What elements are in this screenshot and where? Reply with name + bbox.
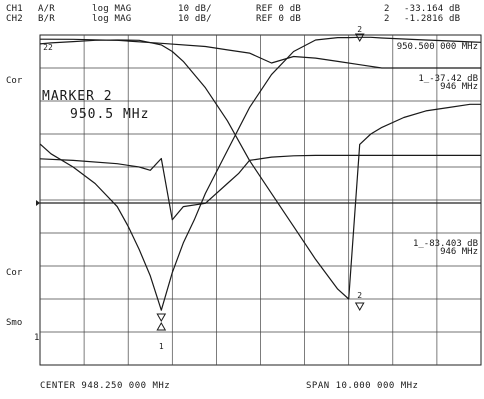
marker2-top-number: 2 (357, 25, 362, 34)
trace-ch2-2 (39, 154, 481, 221)
smo-label: Smo (6, 318, 23, 328)
ch1-format: log MAG (92, 4, 132, 14)
ch1-marker-num: 2 (384, 4, 390, 14)
reference-arrow (36, 200, 40, 206)
ch2-scale: 10 dB/ (178, 14, 212, 24)
marker1-ch1-value: 1_-83.403 dB (412, 239, 478, 249)
ch2-ref: REF 0 dB (256, 14, 301, 24)
ch1-param: A/R (38, 4, 55, 14)
marker-frequency: 950.5 MHz (70, 107, 150, 122)
ch1-marker-value: -33.164 dB (404, 4, 461, 14)
cor-label-bottom: Cor (6, 268, 23, 278)
trace-ch1-3 (39, 38, 481, 69)
ch2-marker-num: 2 (384, 14, 390, 24)
trace-ch1-0 (39, 36, 482, 311)
ch2-format: log MAG (92, 14, 132, 24)
marker1-ch2-value: 1_-37.42 dB (418, 74, 478, 84)
cor-label-top: Cor (6, 76, 23, 86)
marker2-top-triangle (354, 33, 365, 43)
marker-title: MARKER 2 (42, 89, 113, 104)
ch2-marker-value: -1.2816 dB (404, 14, 461, 24)
ch2-name: CH2 (6, 14, 23, 24)
marker1-triangle-up (156, 321, 167, 331)
marker2-frequency-readout: 950.500 000 MHz (396, 42, 478, 52)
ch1-ref: REF 0 dB (256, 4, 301, 14)
ref-level-1: 1 (34, 333, 40, 343)
ch1-name: CH1 (6, 4, 23, 14)
marker1-number: 1 (159, 342, 164, 351)
ch1-scale: 10 dB/ (178, 4, 212, 14)
marker1-ch1-frequency: 946 MHz (440, 247, 478, 257)
plot-grid (36, 34, 482, 366)
span-frequency: SPAN 10.000 000 MHz (306, 381, 419, 391)
marker2-trace-triangle (354, 302, 365, 312)
marker2-trace-number: 2 (357, 291, 362, 300)
plot-traces (39, 36, 482, 311)
marker1-ch2-frequency: 946 MHz (440, 82, 478, 92)
ref-marker-22: 22 (43, 43, 53, 52)
ch2-param: B/R (38, 14, 55, 24)
marker1-triangle-down (156, 313, 167, 323)
center-frequency: CENTER 948.250 000 MHz (40, 381, 171, 391)
